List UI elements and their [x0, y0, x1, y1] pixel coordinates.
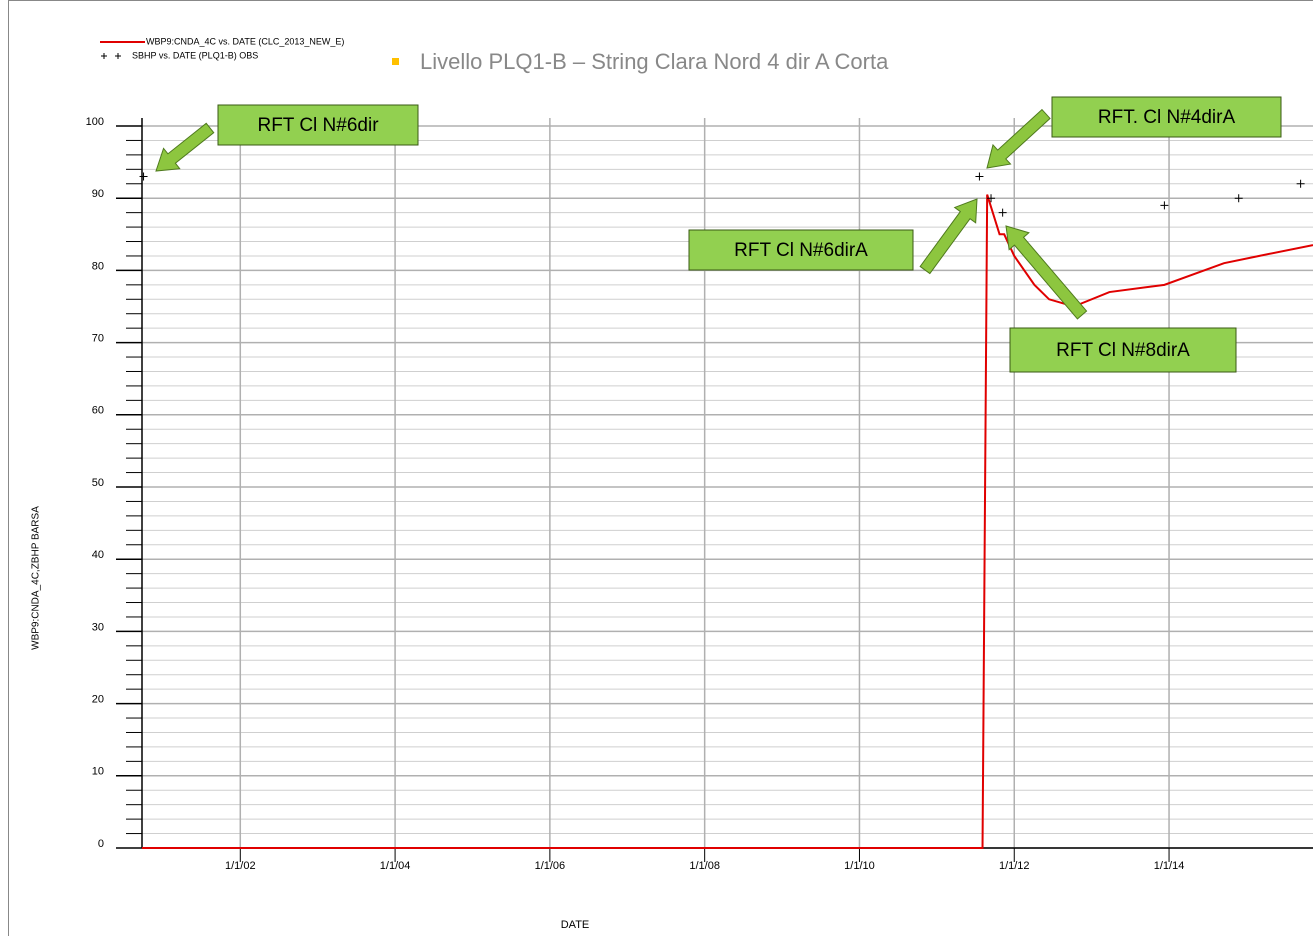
obs-point [1160, 201, 1168, 209]
annotation-text: RFT Cl N#8dirA [1056, 340, 1190, 361]
annotation-arrow [1006, 226, 1087, 319]
y-tick-label: 90 [92, 188, 104, 200]
chart-title: Livello PLQ1-B – String Clara Nord 4 dir… [420, 49, 889, 74]
series-line [142, 195, 1313, 848]
x-axis-label: DATE [561, 919, 590, 931]
x-tick-label: 1/1/06 [535, 860, 566, 872]
x-tick-label: 1/1/10 [844, 860, 875, 872]
y-tick-label: 0 [98, 838, 104, 850]
x-tick-label: 1/1/04 [380, 860, 411, 872]
annotation-arrow [987, 110, 1050, 168]
legend-label: WBP9:CNDA_4C vs. DATE (CLC_2013_NEW_E) [146, 36, 344, 46]
obs-point [140, 173, 148, 181]
y-tick-label: 10 [92, 766, 104, 778]
x-tick-label: 1/1/14 [1154, 860, 1185, 872]
obs-point [975, 173, 983, 181]
x-tick-label: 1/1/08 [689, 860, 720, 872]
annotation-text: RFT Cl N#6dir [257, 115, 379, 136]
legend-marker [115, 53, 121, 59]
annotation-text: RFT Cl N#6dirA [734, 240, 868, 261]
y-tick-label: 40 [92, 549, 104, 561]
annotation-arrow [156, 123, 214, 171]
x-tick-label: 1/1/12 [999, 860, 1030, 872]
y-tick-label: 60 [92, 405, 104, 417]
obs-point [999, 209, 1007, 217]
y-tick-label: 100 [86, 116, 104, 128]
x-tick-label: 1/1/02 [225, 860, 256, 872]
y-tick-label: 20 [92, 694, 104, 706]
obs-point [1297, 180, 1305, 188]
y-tick-label: 70 [92, 333, 104, 345]
annotation-arrow [920, 199, 977, 274]
legend-label: SBHP vs. DATE (PLQ1-B) OBS [132, 50, 258, 60]
obs-point [1235, 194, 1243, 202]
y-tick-label: 30 [92, 621, 104, 633]
title-bullet [392, 58, 399, 65]
annotation-text: RFT. Cl N#4dirA [1098, 107, 1236, 128]
legend-marker [101, 53, 107, 59]
y-tick-label: 80 [92, 260, 104, 272]
y-tick-label: 50 [92, 477, 104, 489]
y-axis-label: WBP9:CNDA_4C,ZBHP BARSA [31, 506, 42, 650]
